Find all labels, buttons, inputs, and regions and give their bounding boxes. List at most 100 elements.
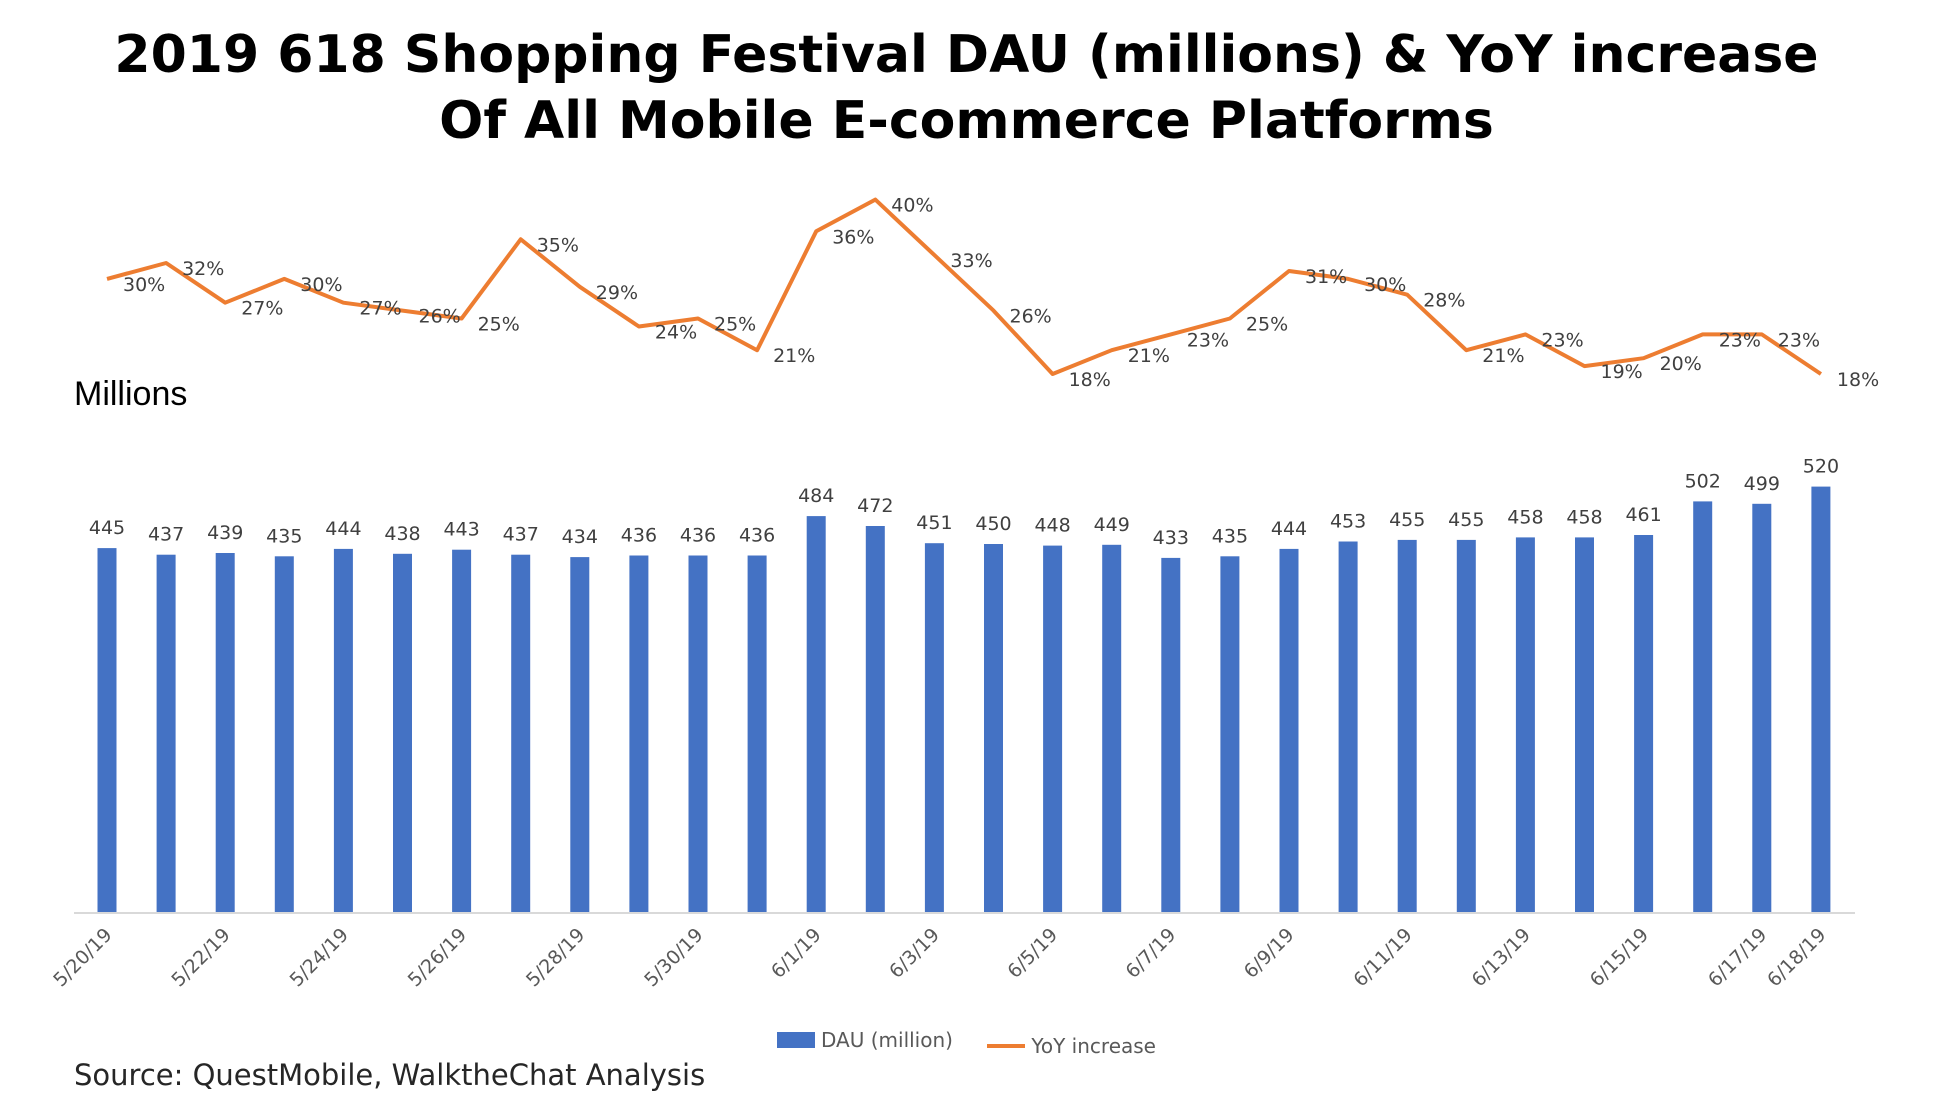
dau-bar [1220,556,1240,913]
dau-bar [156,554,176,913]
dau-data-label: 455 [1448,509,1484,531]
x-tick-label: 5/24/19 [286,924,353,991]
legend-label-yoy: YoY increase [1031,1034,1156,1058]
yoy-data-label: 25% [1246,314,1288,336]
yoy-data-label: 35% [537,234,579,256]
dau-data-label: 458 [1566,506,1602,528]
legend-item-dau: DAU (million) [777,1028,953,1052]
dau-bar [452,549,472,913]
chart-title-line-2: Of All Mobile E-commerce Platforms [439,91,1494,151]
yoy-data-label: 28% [1423,290,1465,312]
yoy-data-label: 31% [1305,266,1347,288]
x-tick-label: 6/15/19 [1586,924,1653,991]
x-tick-label: 5/30/19 [640,924,707,991]
dau-bar [1811,486,1831,913]
yoy-data-label: 30% [1364,274,1406,296]
dau-data-label: 484 [798,485,834,507]
x-tick-label: 5/22/19 [167,924,234,991]
dau-data-label: 502 [1685,470,1721,492]
dau-bar [1515,537,1535,913]
dau-bar [1456,539,1476,913]
x-tick-label: 6/5/19 [1003,924,1062,983]
dau-bar [1043,545,1063,913]
yoy-data-label: 25% [478,314,520,336]
legend-item-yoy: YoY increase [987,1034,1156,1058]
x-tick-label: 6/17/19 [1704,924,1771,991]
dau-data-label: 445 [89,517,125,539]
yoy-data-label: 32% [182,258,224,280]
yoy-data-label: 23% [1187,329,1229,351]
dau-data-label: 499 [1744,473,1780,495]
legend-label-dau: DAU (million) [821,1028,953,1052]
dau-data-label: 444 [325,518,361,540]
yoy-data-label: 26% [1010,306,1052,328]
yoy-data-label: 33% [950,250,992,272]
dau-bar [393,553,412,913]
yoy-data-label: 40% [891,195,933,217]
dau-data-label: 458 [1507,506,1543,528]
dau-bar [1634,535,1654,913]
yoy-data-label: 23% [1541,329,1583,351]
dau-data-label: 436 [621,525,657,547]
yoy-line [106,197,1823,376]
chart-title: 2019 618 Shopping Festival DAU (millions… [0,22,1933,154]
dau-data-label: 434 [562,526,598,548]
dau-bar [806,516,826,913]
yoy-line-series [106,197,1823,376]
x-tick-label: 6/3/19 [885,924,944,983]
dau-bar [333,548,353,913]
yoy-data-label: 18% [1069,369,1111,391]
combo-chart: 445 437 439 435 444 438 443 437 434 436 436 436 484 4… [49,195,1879,992]
dau-data-label: 443 [443,519,479,541]
dau-data-label: 472 [857,495,893,517]
dau-bar [274,556,294,913]
yoy-data-label: 23% [1719,329,1761,351]
dau-bar [629,555,649,913]
dau-bar [1752,503,1772,913]
yoy-data-label: 36% [832,226,874,248]
dau-data-label: 435 [1212,525,1248,547]
y-axis-unit-label: Millions [74,375,188,413]
yoy-data-label: 29% [596,282,638,304]
dau-bar [865,526,885,913]
yoy-data-label: 20% [1660,353,1702,375]
yoy-data-label: 26% [419,306,461,328]
dau-data-label: 520 [1803,456,1839,478]
dau-bar [97,548,117,913]
dau-bar [215,553,235,913]
yoy-data-label: 27% [241,298,283,320]
dau-bar [1397,539,1417,913]
dau-data-label: 455 [1389,509,1425,531]
dau-bar [747,555,767,913]
yoy-data-label: 27% [359,298,401,320]
yoy-data-label: 23% [1778,329,1820,351]
dau-bar [688,555,708,913]
dau-data-label: 435 [266,525,302,547]
yoy-data-label: 21% [773,345,815,367]
dau-bar [1575,537,1594,913]
dau-data-labels: 445 437 439 435 444 438 443 437 434 436 436 436 484 4… [89,456,1839,549]
dau-data-label: 439 [207,522,243,544]
yoy-data-label: 30% [300,274,342,296]
yoy-data-label: 25% [714,314,756,336]
dau-data-label: 451 [916,512,952,534]
x-tick-label: 6/1/19 [767,924,826,983]
dau-bar [1693,501,1713,913]
dau-data-label: 436 [739,525,775,547]
yoy-data-label: 19% [1601,361,1643,383]
dau-data-label: 453 [1330,511,1366,533]
dau-data-label: 436 [680,525,716,547]
yoy-data-labels: 30% 32% 27% 30% 27% 26% 25% 35% 29% 24% 25% 21% 36% 4… [123,195,1879,391]
chart-title-line-1: 2019 618 Shopping Festival DAU (millions… [114,25,1819,85]
dau-bar [511,554,531,913]
x-tick-label: 6/18/19 [1763,924,1830,991]
legend-swatch-dau [777,1032,815,1048]
yoy-data-label: 30% [123,274,165,296]
legend: DAU (million) YoY increase [0,1028,1933,1058]
dau-data-label: 449 [1094,514,1130,536]
yoy-data-label: 18% [1837,369,1879,391]
dau-data-label: 444 [1271,518,1307,540]
dau-data-label: 437 [503,524,539,546]
x-tick-label: 6/11/19 [1349,924,1416,991]
dau-bar [1338,541,1358,913]
